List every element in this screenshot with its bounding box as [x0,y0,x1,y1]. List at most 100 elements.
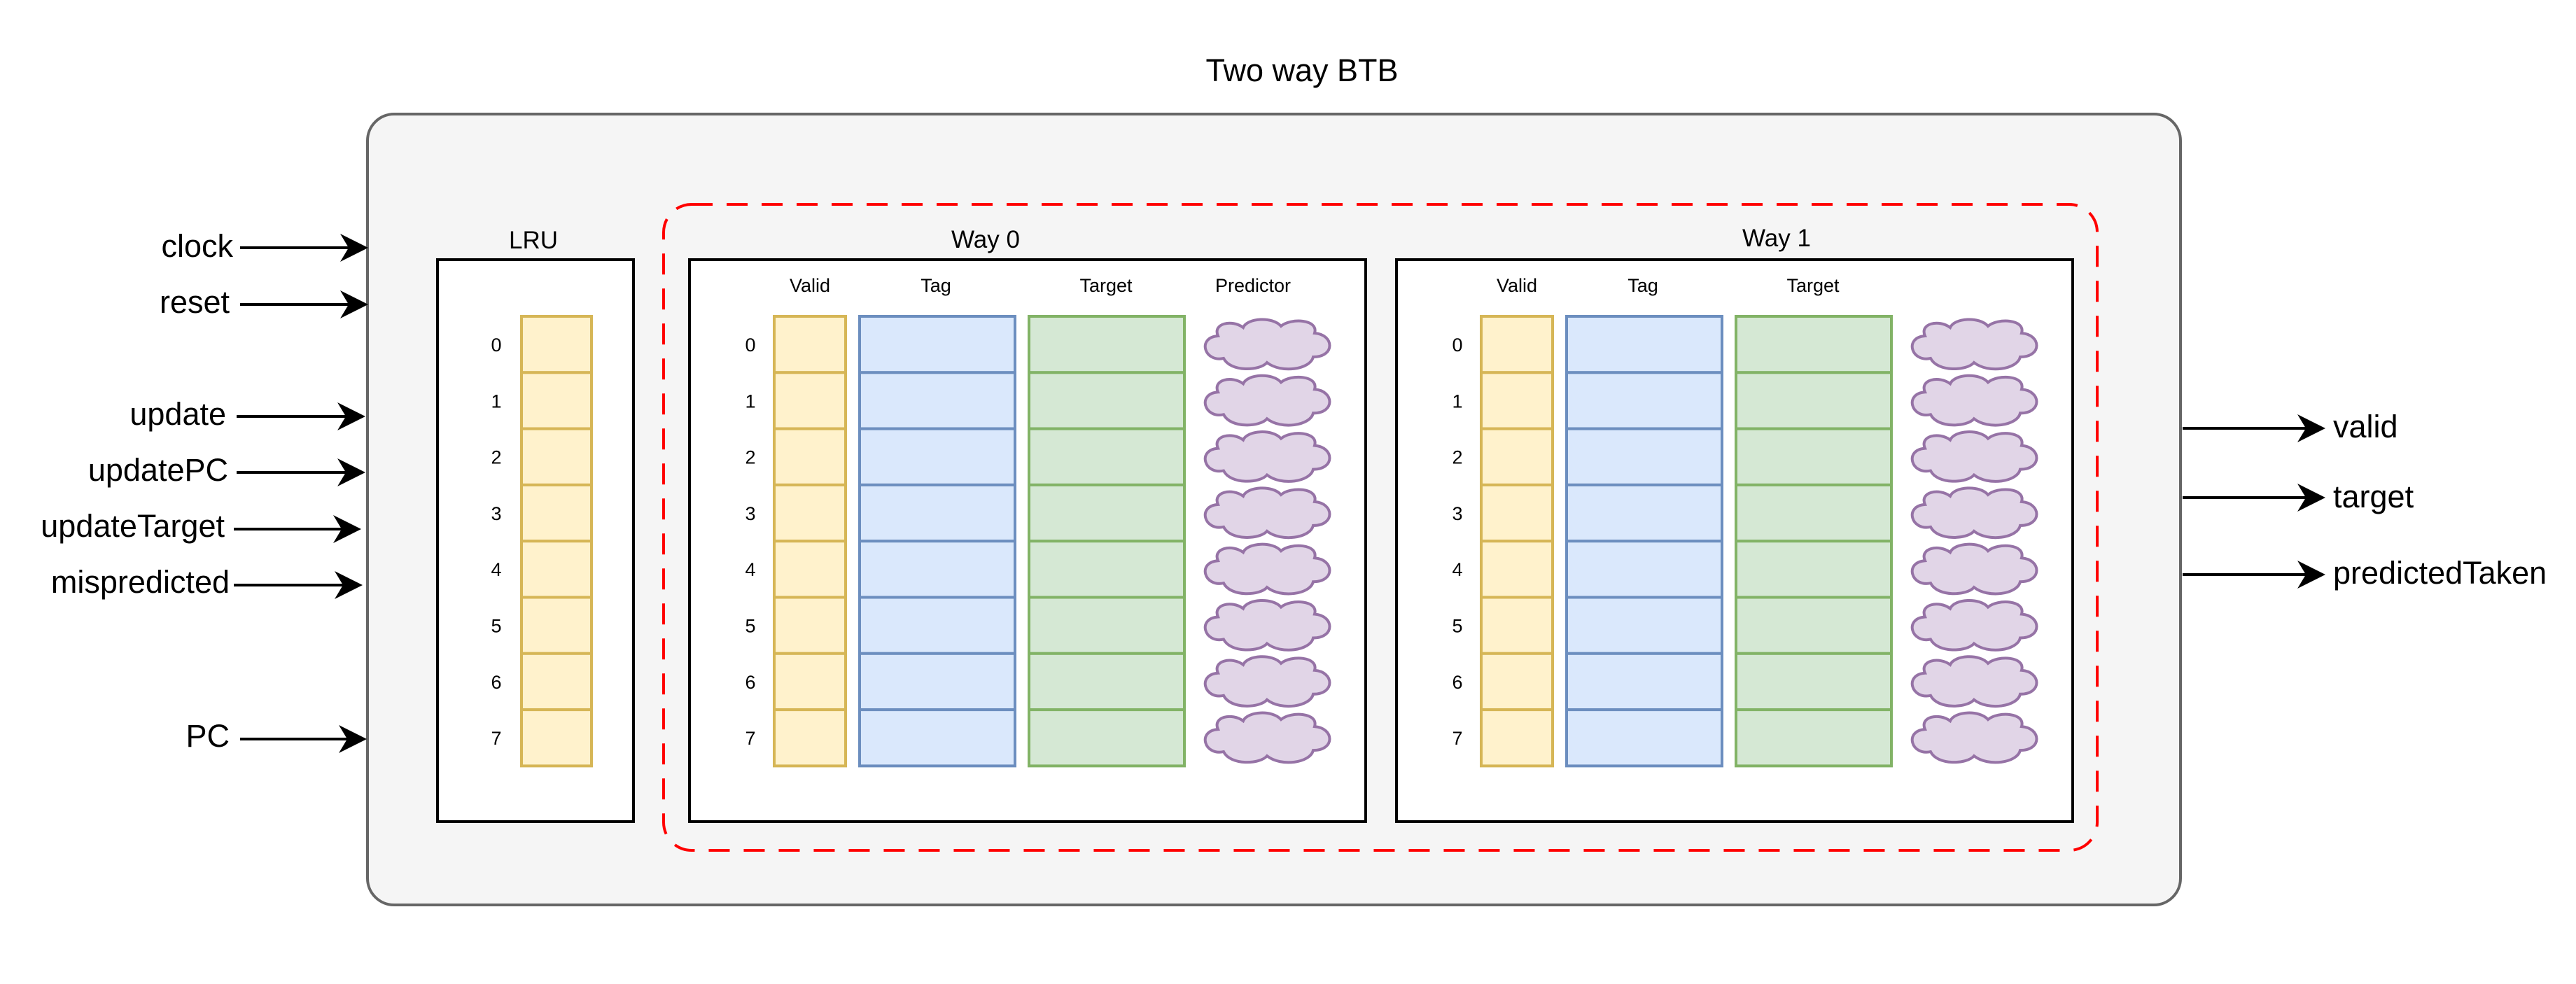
way-0-predictor-cloud [1203,318,1331,371]
way-0-block: Way 0 Valid Tag Target Predictor 0 1 2 3 4 5 6… [688,226,1367,823]
way-0-index-label: 0 [745,335,755,356]
way-1-target-cell [1735,371,1893,430]
way-0-tag-cell [858,596,1016,655]
input-label-clock: clock [161,228,233,264]
way-1-tag-cell [1565,708,1723,768]
lru-index-label: 5 [491,616,501,637]
way-0-predictor-cloud [1203,374,1331,427]
way-0-target-cell [1028,371,1186,430]
way-0-valid-cell [773,427,847,486]
way-1-block: Way 1 Valid Tag Target 0 1 2 3 4 5 6 7 [1395,225,2074,823]
lru-cell [520,708,593,768]
way-1-target-cell [1735,540,1893,599]
way-1-valid-cell [1480,315,1554,374]
way-1-valid-cell [1480,540,1554,599]
lru-cell [520,540,593,599]
lru-label: LRU [509,227,558,254]
way-0-index-label: 5 [745,616,755,637]
way-0-predictor-cloud [1203,598,1331,652]
input-label-mispredicted: mispredicted [51,564,230,600]
way-1-target-cell [1735,315,1893,374]
way-1-target-cell [1735,596,1893,655]
lru-cell [520,427,593,486]
way-0-valid-cell [773,540,847,599]
way-0-predictor-cloud [1203,486,1331,540]
way-1-tag-cell [1565,652,1723,712]
way-0-target-cell [1028,596,1186,655]
way-0-valid-cell [773,708,847,768]
way-1-valid-cell [1480,483,1554,543]
input-label-update: update [130,396,226,432]
way-1-valid-cell [1480,652,1554,712]
way-0-rows: 0 1 2 3 4 5 6 7 [745,315,1331,768]
lru-block: LRU 0 1 2 3 4 5 6 7 [436,227,635,823]
way-1-tag-cell [1565,427,1723,486]
way-1-index-label: 7 [1452,728,1462,749]
output-label-target: target [2333,479,2414,514]
way-1-tag-cell [1565,596,1723,655]
way-1-col-target: Target [1786,275,1840,296]
lru-index-label: 4 [491,559,501,580]
way-0-valid-cell [773,371,847,430]
way-0-predictor-cloud [1203,542,1331,596]
way-0-col-valid: Valid [790,275,830,296]
way-1-valid-cell [1480,427,1554,486]
way-0-tag-cell [858,483,1016,543]
lru-index-label: 0 [491,335,501,356]
way-1-tag-cell [1565,540,1723,599]
way-0-tag-cell [858,652,1016,712]
way-1-valid-cell [1480,708,1554,768]
way-0-valid-cell [773,315,847,374]
way-1-predictor-cloud [1910,598,2038,652]
way-0-target-cell [1028,483,1186,543]
way-1-target-cell [1735,427,1893,486]
input-label-updatepc: updatePC [88,452,228,488]
way-0-col-tag: Tag [920,275,951,296]
way-1-index-label: 1 [1452,391,1462,412]
way-1-index-label: 0 [1452,335,1462,356]
lru-cell [520,652,593,712]
way-0-target-cell [1028,708,1186,768]
way-1-predictor-cloud [1910,542,2038,596]
way-0-target-cell [1028,315,1186,374]
way-0-valid-cell [773,483,847,543]
input-label-updatetarget: updateTarget [41,508,225,544]
way-0-index-label: 2 [745,447,755,468]
way-1-predictor-cloud [1910,430,2038,483]
way-1-index-label: 2 [1452,447,1462,468]
way-0-index-label: 3 [745,503,755,524]
lru-cell [520,596,593,655]
way-1-tag-cell [1565,315,1723,374]
way-0-index-label: 6 [745,672,755,693]
way-1-index-label: 4 [1452,559,1462,580]
way-1-index-label: 5 [1452,616,1462,637]
way-0-predictor-cloud [1203,711,1331,764]
way-0-tag-cell [858,371,1016,430]
way-1-predictor-cloud [1910,711,2038,764]
way-1-rows: 0 1 2 3 4 5 6 7 [1452,315,2038,768]
way-1-predictor-cloud [1910,318,2038,371]
way-1-predictor-cloud [1910,655,2038,708]
way-0-col-predictor: Predictor [1215,275,1291,296]
ways-group-outline [662,203,2099,852]
input-label-pc: PC [186,718,230,754]
way-1-tag-cell [1565,483,1723,543]
input-label-reset: reset [160,284,230,320]
way-0-index-label: 7 [745,728,755,749]
way-0-index-label: 1 [745,391,755,412]
output-label-valid: valid [2333,409,2398,444]
way-1-valid-cell [1480,596,1554,655]
way-0-index-label: 4 [745,559,755,580]
lru-index-label: 6 [491,672,501,693]
lru-index-label: 3 [491,503,501,524]
way-1-valid-cell [1480,371,1554,430]
way-1-tag-cell [1565,371,1723,430]
way-0-tag-cell [858,540,1016,599]
way-1-target-cell [1735,652,1893,712]
way-1-predictor-cloud [1910,486,2038,540]
input-ports: clock reset update updatePC updateTarget… [41,228,368,754]
way-1-index-label: 6 [1452,672,1462,693]
diagram-title: Two way BTB [1205,52,1398,88]
way-1-target-cell [1735,708,1893,768]
